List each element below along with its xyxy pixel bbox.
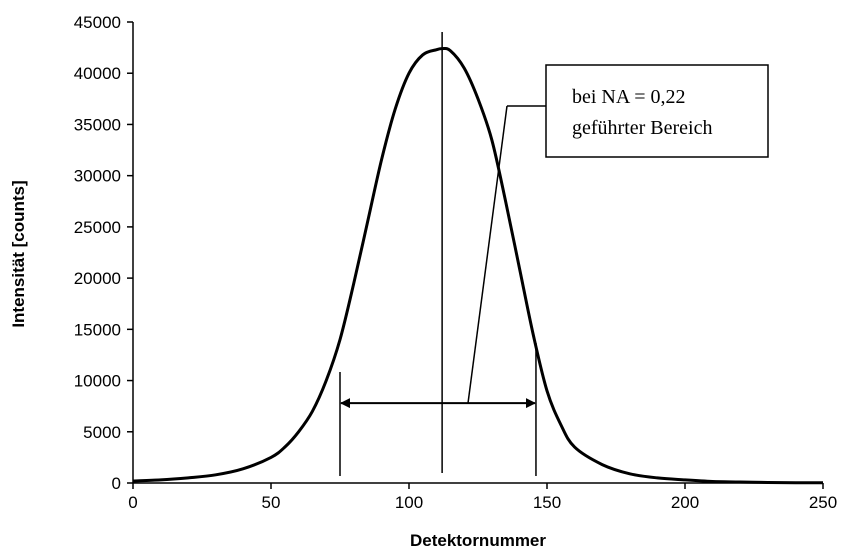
y-tick-label: 5000	[83, 423, 121, 442]
x-tick-label: 100	[395, 493, 423, 512]
y-tick-label: 0	[112, 474, 121, 493]
y-tick-label: 25000	[74, 218, 121, 237]
intensity-curve	[132, 46, 824, 485]
annotation-text-line-1: bei NA = 0,22	[572, 86, 686, 108]
x-tick-label: 0	[128, 493, 137, 512]
x-axis-ticks: 0 50 100 150 200 250	[128, 483, 837, 512]
y-tick-label: 35000	[74, 115, 121, 134]
y-tick-label: 20000	[74, 269, 121, 288]
annotation-leader-line	[467, 105, 508, 404]
x-tick-label: 150	[533, 493, 561, 512]
y-tick-label: 30000	[74, 167, 121, 186]
y-axis-title: Intensität [counts]	[9, 180, 28, 327]
y-tick-label: 40000	[74, 64, 121, 83]
y-tick-label: 10000	[74, 372, 121, 391]
x-tick-label: 250	[809, 493, 837, 512]
x-tick-label: 50	[262, 493, 281, 512]
y-tick-label: 45000	[74, 13, 121, 32]
y-tick-label: 15000	[74, 320, 121, 339]
annotation-text-line-2: geführter Bereich	[572, 117, 712, 139]
annotation-box	[545, 64, 769, 158]
x-axis-title: Detektornummer	[410, 531, 546, 550]
y-axis-ticks: 0 5000 10000 15000 20000 25000 30000 35000 40000…	[74, 13, 133, 493]
x-tick-label: 200	[671, 493, 699, 512]
